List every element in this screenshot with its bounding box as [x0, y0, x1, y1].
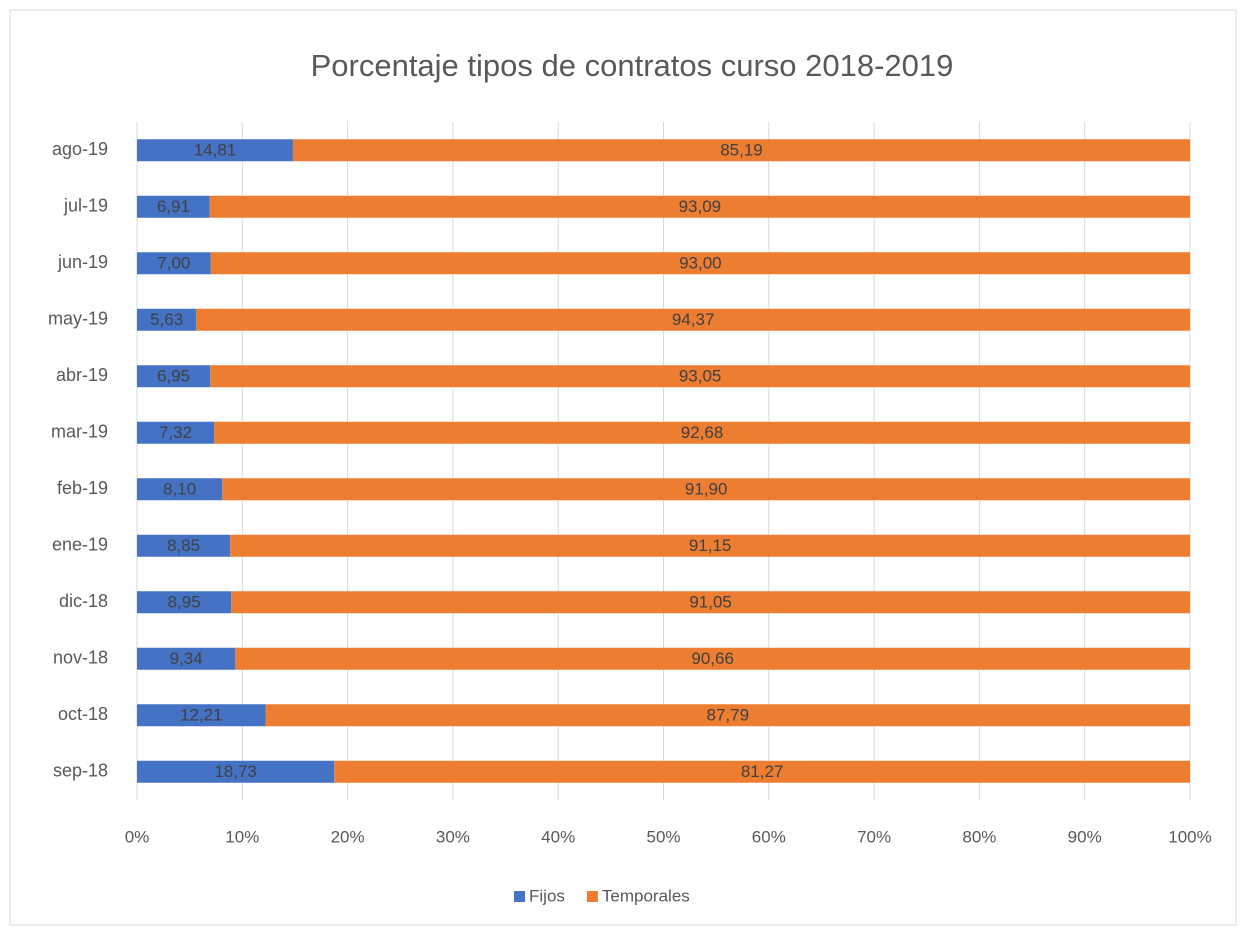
bar-segment	[137, 365, 211, 388]
y-tick-label: oct-18	[58, 704, 108, 724]
x-tick-label: 100%	[1168, 827, 1211, 846]
bar-segment	[209, 195, 1190, 218]
y-tick-label: dic-18	[59, 591, 108, 611]
legend-swatch	[514, 891, 525, 902]
bar-segment	[265, 704, 1190, 727]
y-tick-label: sep-18	[53, 761, 108, 781]
y-tick-label: mar-19	[51, 422, 108, 442]
data-label: 87,79	[707, 706, 750, 725]
data-label: 90,66	[691, 649, 734, 668]
x-tick-label: 10%	[225, 827, 259, 846]
data-label: 81,27	[741, 762, 784, 781]
bar-segment	[137, 139, 293, 162]
data-label: 91,05	[689, 593, 732, 612]
bar-segment	[231, 591, 1190, 614]
legend-label: Temporales	[602, 886, 690, 905]
x-tick-label: 40%	[541, 827, 575, 846]
bar-segment	[137, 760, 335, 783]
data-label: 14,81	[194, 141, 237, 160]
x-tick-label: 50%	[646, 827, 680, 846]
data-label: 93,09	[679, 197, 722, 216]
bar-segment	[334, 760, 1190, 783]
y-tick-label: abr-19	[56, 365, 108, 385]
data-label: 12,21	[180, 706, 223, 725]
data-label: 93,05	[679, 367, 722, 386]
data-label: 5,63	[150, 310, 183, 329]
bar-segment	[137, 534, 231, 557]
bar-segment	[137, 252, 211, 275]
bar-segment	[137, 478, 223, 501]
data-label: 9,34	[170, 649, 203, 668]
x-tick-label: 20%	[331, 827, 365, 846]
data-label: 6,91	[157, 197, 190, 216]
y-tick-label: feb-19	[57, 478, 108, 498]
x-tick-label: 80%	[962, 827, 996, 846]
data-label: 94,37	[672, 310, 715, 329]
data-label: 18,73	[214, 762, 257, 781]
data-label: 6,95	[157, 367, 190, 386]
data-label: 7,32	[159, 423, 192, 442]
data-label: 7,00	[157, 254, 190, 273]
legend-swatch	[586, 891, 598, 902]
bar-segment	[137, 195, 210, 218]
data-label: 85,19	[720, 141, 763, 160]
y-tick-label: jun-19	[57, 252, 108, 272]
chart-title: Porcentaje tipos de contratos curso 2018…	[311, 48, 954, 83]
bar-segment	[137, 308, 197, 331]
x-tick-label: 60%	[752, 827, 786, 846]
x-tick-label: 0%	[125, 827, 150, 846]
y-tick-label: jul-19	[63, 196, 108, 216]
y-tick-label: ene-19	[52, 535, 108, 555]
bar-segment	[210, 252, 1190, 275]
bar-segment	[137, 704, 266, 727]
data-label: 8,95	[168, 593, 201, 612]
data-label: 91,90	[685, 480, 728, 499]
y-tick-label: nov-18	[53, 648, 108, 668]
bar-segment	[137, 591, 232, 614]
data-label: 8,10	[163, 480, 196, 499]
y-tick-label: ago-19	[52, 139, 108, 159]
y-tick-label: may-19	[48, 309, 108, 329]
x-tick-label: 90%	[1068, 827, 1102, 846]
bar-segment	[230, 534, 1191, 557]
bar-segment	[235, 647, 1190, 670]
legend-label: Fijos	[529, 886, 565, 905]
x-tick-label: 70%	[857, 827, 891, 846]
bar-segment	[210, 365, 1191, 388]
data-label: 8,85	[167, 536, 200, 555]
data-label: 93,00	[679, 254, 722, 273]
bar-segment	[214, 421, 1191, 444]
data-label: 91,15	[689, 536, 732, 555]
bar-segment	[196, 308, 1190, 331]
bar-segment	[222, 478, 1191, 501]
bar-segment	[137, 421, 215, 444]
bar-segment	[137, 647, 236, 670]
x-tick-label: 30%	[436, 827, 470, 846]
bar-segment	[292, 139, 1190, 162]
data-label: 92,68	[681, 423, 724, 442]
